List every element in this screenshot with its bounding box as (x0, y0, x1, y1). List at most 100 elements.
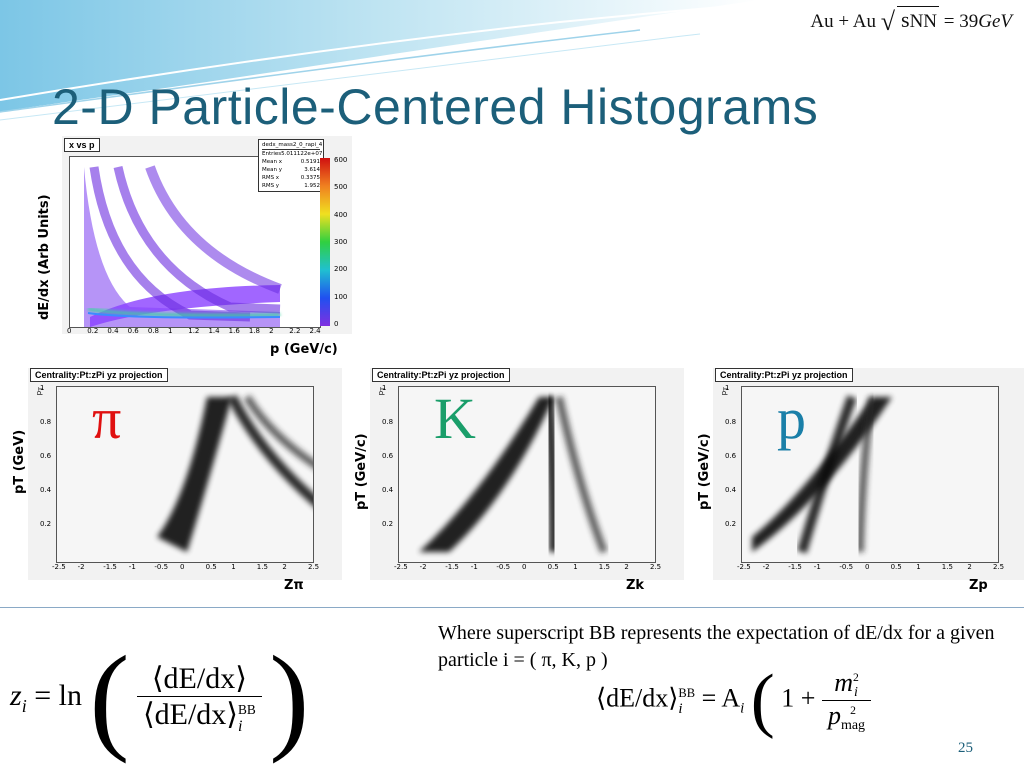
projection-x-tick: -2.5 (52, 563, 66, 571)
projection-x-tick: 0 (522, 563, 527, 571)
projection-panel-2: Centrality:Pt:zPi yz projection pT 1 0.8 0.6… (713, 368, 1024, 580)
stats-value: 0.3375 (300, 175, 320, 181)
projection-y-label: pT (GeV/c) (697, 433, 712, 510)
stats-value: 3.614 (304, 167, 320, 173)
projection-x-tick: -1.5 (103, 563, 117, 571)
dedx-x-tick: 1.2 (188, 327, 200, 335)
stats-key: Mean x (262, 159, 282, 165)
projection-x-tick: -2 (762, 563, 770, 571)
stats-name: dedx_mass2_0_rapi_4 (262, 142, 323, 150)
projection-x-tick: 0.5 (547, 563, 559, 571)
projection-x-tick: 0 (180, 563, 185, 571)
projection-x-tick: -2 (77, 563, 85, 571)
projection-x-tick: -1 (128, 563, 136, 571)
projection-x-label: Zk (626, 578, 645, 593)
projection-x-label: Zπ (284, 578, 304, 593)
stats-row: RMS y 1.952 (262, 182, 320, 190)
dedx-vs-p-plot: x vs p dedx_mass2_0_rapi_4 Entries 5.0111… (62, 136, 352, 335)
colorbar-tick: 400 (334, 210, 348, 219)
stats-row: Mean x 0.5191 (262, 158, 320, 166)
projection-title: Centrality:Pt:zPi yz projection (30, 368, 168, 382)
projection-y-tick: 1 (725, 384, 730, 392)
projection-y-label: pT (GeV) (12, 429, 27, 494)
projection-x-tick: -1.5 (788, 563, 802, 571)
header-wave-decoration (0, 0, 801, 121)
projection-y-label: pT (GeV/c) (354, 433, 369, 510)
projection-x-tick: -0.5 (496, 563, 511, 571)
projection-y-tick: 0.8 (40, 418, 52, 426)
projection-title: Centrality:Pt:zPi yz projection (715, 368, 853, 382)
particle-symbol: K (434, 386, 476, 451)
collision-system-equation: Au + Au √ sNN = 39GeV (810, 6, 1012, 36)
dedx-x-tick: 2.2 (289, 327, 301, 335)
projection-x-tick: 2.5 (650, 563, 662, 571)
projection-y-tick: 0.6 (382, 452, 394, 460)
projection-x-tick: -1.5 (445, 563, 459, 571)
colorbar-tick: 600 (334, 156, 348, 164)
dedx-x-tick: 1.6 (228, 327, 240, 335)
projection-density-svg (399, 387, 655, 562)
projection-plot-area (56, 386, 354, 563)
dedx-x-tick: 0.8 (147, 327, 159, 335)
projection-x-label: Zp (969, 578, 988, 593)
projection-x-tick: 1 (916, 563, 921, 571)
z-definition-formula: zi = ln ( ⟨dE/dx⟩ ⟨dE/dx⟩ BB i ) (10, 631, 310, 764)
stats-key: Mean y (262, 167, 282, 173)
projection-x-tick: 2 (282, 563, 287, 571)
projection-x-tick: 1 (573, 563, 578, 571)
dedx-x-tick: 1.4 (208, 327, 220, 335)
projection-y-tick: 0.6 (40, 452, 52, 460)
particle-symbol: π (92, 386, 122, 451)
slide-number: 25 (958, 740, 973, 756)
colorbar-tick: 500 (334, 183, 348, 192)
projection-y-tick: 0.4 (725, 486, 737, 494)
projection-x-tick: -0.5 (839, 563, 854, 571)
dedx-x-label: p (GeV/c) (270, 342, 338, 357)
stats-rows: Entries 5.011122e+07 Mean x 0.5191 Mean y 3.6… (262, 150, 323, 190)
stats-row: Entries 5.011122e+07 (262, 150, 323, 158)
dedx-scatter-svg (84, 165, 282, 327)
slide-title: 2-D Particle-Centered Histograms (52, 79, 819, 135)
projection-x-tick: -2.5 (394, 563, 408, 571)
colorbar-tick: 300 (334, 237, 348, 246)
dedx-x-tick: 2.4 (309, 327, 321, 335)
stats-box: dedx_mass2_0_rapi_4 Entries 5.011122e+07 M… (258, 139, 324, 192)
dedx-x-tick: 0.4 (107, 327, 119, 335)
stats-key: RMS y (262, 183, 280, 189)
projection-x-tick: -1 (813, 563, 821, 571)
stats-value: 1.952 (304, 183, 320, 189)
projection-x-tick: 0 (865, 563, 870, 571)
colorbar-tick: 100 (334, 292, 348, 301)
particle-symbol: p (777, 386, 806, 451)
section-divider (0, 607, 1024, 608)
projection-x-tick: 1.5 (941, 563, 953, 571)
projection-panel-0: Centrality:Pt:zPi yz projection pT 1 0.8 0.6… (28, 368, 354, 580)
dedx-x-tick: 0.2 (87, 327, 99, 335)
projection-density-svg (742, 387, 998, 562)
projection-y-tick: 0.2 (40, 520, 52, 528)
projection-panel-1: Centrality:Pt:zPi yz projection pT 1 0.8 0.6… (370, 368, 684, 580)
stats-value: 5.011122e+07 (281, 151, 323, 157)
projection-x-tick: 2 (624, 563, 629, 571)
projection-x-tick: 1.5 (256, 563, 268, 571)
stats-value: 0.5191 (300, 159, 320, 165)
projection-x-tick: -0.5 (154, 563, 169, 571)
projection-x-tick: 0.5 (890, 563, 902, 571)
projection-x-tick: 0.5 (205, 563, 217, 571)
dedx-y-label: dE/dx (Arb Units) (37, 194, 52, 320)
projection-y-tick: 0.2 (382, 520, 394, 528)
projection-x-tick: -2.5 (737, 563, 751, 571)
dedx-plot-title: x vs p (64, 138, 100, 152)
colorbar-tick: 0 (334, 319, 339, 328)
projection-y-tick: 0.6 (725, 452, 737, 460)
projection-x-tick: 2 (967, 563, 972, 571)
projection-y-tick: 0.4 (40, 486, 52, 494)
projection-y-tick: 1 (382, 384, 387, 392)
dedx-x-tick: 2 (269, 327, 274, 335)
projection-title: Centrality:Pt:zPi yz projection (372, 368, 510, 382)
dedx-x-tick: 0.6 (127, 327, 139, 335)
dedx-x-tick: 0 (67, 327, 72, 335)
projection-x-tick: 1.5 (598, 563, 610, 571)
bb-explanation-text: Where superscript BB represents the expe… (438, 622, 995, 671)
